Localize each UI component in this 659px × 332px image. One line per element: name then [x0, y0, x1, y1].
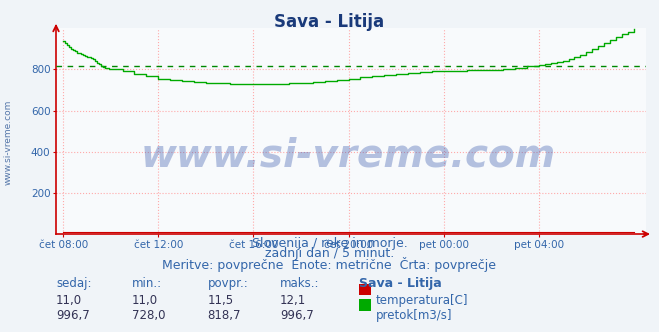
Text: maks.:: maks.:: [280, 277, 320, 290]
Text: min.:: min.:: [132, 277, 162, 290]
Text: www.si-vreme.com: www.si-vreme.com: [141, 137, 556, 175]
Text: 728,0: 728,0: [132, 309, 165, 322]
Text: 11,0: 11,0: [56, 294, 82, 307]
Text: 11,5: 11,5: [208, 294, 234, 307]
Text: 11,0: 11,0: [132, 294, 158, 307]
Text: povpr.:: povpr.:: [208, 277, 248, 290]
Text: Sava - Litija: Sava - Litija: [359, 277, 442, 290]
Text: 818,7: 818,7: [208, 309, 241, 322]
Text: Sava - Litija: Sava - Litija: [274, 13, 385, 31]
Text: sedaj:: sedaj:: [56, 277, 92, 290]
Text: Meritve: povprečne  Enote: metrične  Črta: povprečje: Meritve: povprečne Enote: metrične Črta:…: [163, 257, 496, 272]
Text: pretok[m3/s]: pretok[m3/s]: [376, 309, 452, 322]
Text: 996,7: 996,7: [56, 309, 90, 322]
Text: temperatura[C]: temperatura[C]: [376, 294, 468, 307]
Text: www.si-vreme.com: www.si-vreme.com: [3, 100, 13, 186]
Text: 996,7: 996,7: [280, 309, 314, 322]
Text: Slovenija / reke in morje.: Slovenija / reke in morje.: [252, 237, 407, 250]
Text: zadnji dan / 5 minut.: zadnji dan / 5 minut.: [265, 247, 394, 260]
Text: 12,1: 12,1: [280, 294, 306, 307]
